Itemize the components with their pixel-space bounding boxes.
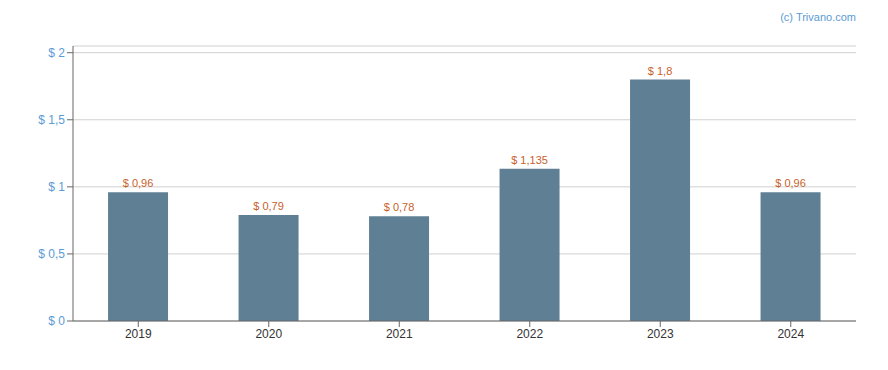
svg-text:2024: 2024: [777, 327, 804, 341]
svg-text:$ 1: $ 1: [48, 180, 65, 194]
svg-text:$ 0,5: $ 0,5: [38, 247, 65, 261]
svg-text:$ 1,5: $ 1,5: [38, 113, 65, 127]
svg-text:$ 0: $ 0: [48, 314, 65, 328]
svg-text:$ 1,135: $ 1,135: [511, 154, 548, 166]
svg-text:$ 2: $ 2: [48, 46, 65, 60]
svg-text:$ 0,79: $ 0,79: [253, 200, 284, 212]
svg-text:$ 1,8: $ 1,8: [648, 65, 672, 77]
svg-text:$ 0,96: $ 0,96: [775, 177, 806, 189]
svg-text:2019: 2019: [125, 327, 152, 341]
svg-text:2020: 2020: [255, 327, 282, 341]
svg-text:$ 0,96: $ 0,96: [123, 177, 154, 189]
svg-text:2022: 2022: [516, 327, 543, 341]
html-text:(c) Trivano.com: (c) Trivano.com: [780, 11, 856, 23]
svg-text:2023: 2023: [647, 327, 674, 341]
svg-text:$ 0,78: $ 0,78: [384, 201, 415, 213]
svg-text:2021: 2021: [386, 327, 413, 341]
